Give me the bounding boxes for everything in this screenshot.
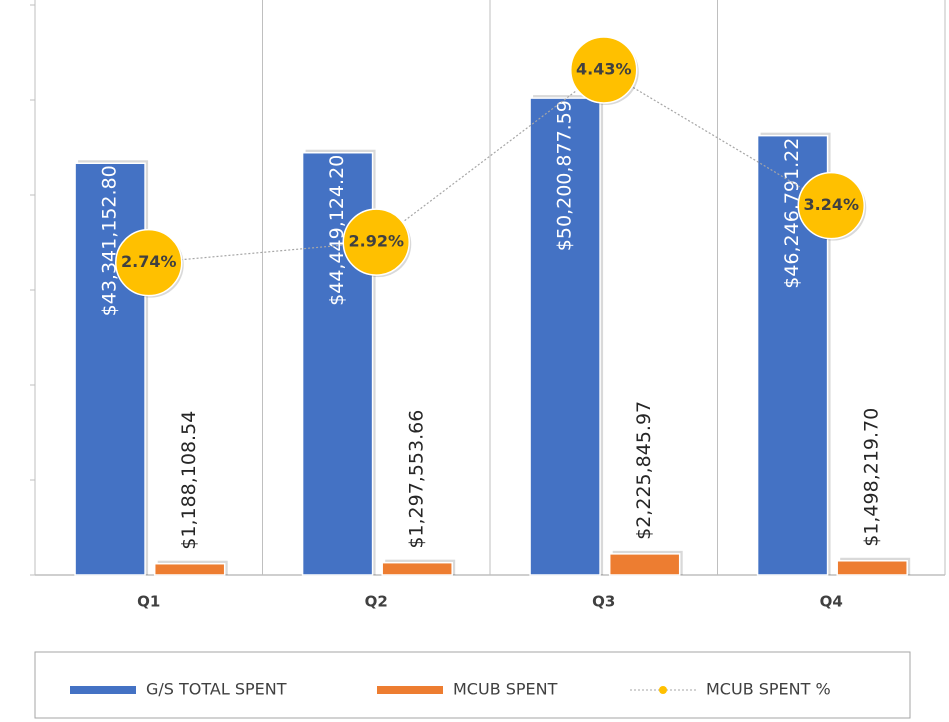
x-tick-label: Q4 — [820, 593, 843, 611]
data-label: 4.43% — [576, 59, 632, 78]
data-label: $1,188,108.54 — [178, 411, 200, 550]
bar — [836, 560, 908, 576]
bar — [153, 562, 226, 576]
marker — [797, 171, 865, 240]
data-label: 2.74% — [121, 252, 177, 271]
legend-label: MCUB SPENT — [453, 680, 558, 699]
bar — [74, 162, 146, 576]
marker — [570, 36, 638, 104]
data-label: $1,297,553.66 — [406, 410, 428, 549]
data-label: $1,498,219.70 — [861, 408, 883, 547]
legend-box — [34, 651, 911, 719]
data-label: 2.92% — [348, 232, 404, 251]
bar — [381, 561, 453, 576]
x-tick-label: Q1 — [137, 593, 160, 611]
bar — [529, 97, 601, 576]
data-label: 3.24% — [803, 195, 859, 214]
legend-swatch — [70, 686, 136, 694]
marker — [115, 228, 183, 297]
data-label: $44,449,124.20 — [326, 155, 348, 306]
bar — [608, 553, 681, 576]
data-label: $46,246,791.22 — [781, 138, 803, 289]
legend-swatch — [659, 686, 667, 694]
marker — [342, 208, 410, 276]
legend-label: G/S TOTAL SPENT — [146, 680, 287, 699]
data-label: $2,225,845.97 — [633, 401, 655, 540]
legend-swatch — [377, 686, 443, 694]
data-label: $50,200,877.59 — [554, 100, 576, 251]
x-tick-label: Q3 — [592, 593, 615, 611]
data-label: $43,341,152.80 — [99, 165, 121, 316]
legend-label: MCUB SPENT % — [706, 680, 831, 699]
x-tick-label: Q2 — [365, 593, 388, 611]
